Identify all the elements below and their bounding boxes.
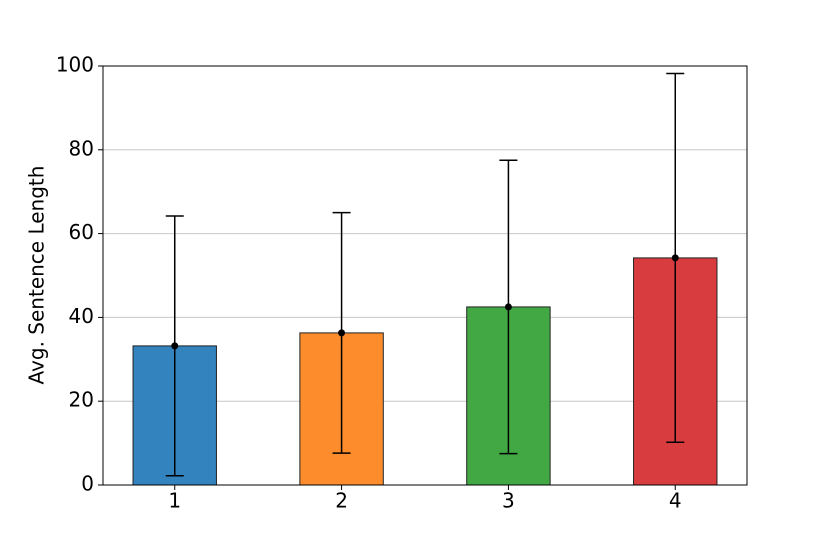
mean-marker (171, 342, 179, 350)
x-tick-label: 3 (502, 489, 515, 513)
mean-marker (338, 329, 346, 337)
x-tick-label: 2 (335, 489, 348, 513)
y-tick-label: 80 (69, 136, 94, 160)
y-tick-label: 40 (69, 304, 94, 328)
y-tick-label: 100 (56, 53, 94, 77)
y-tick-label: 0 (81, 472, 94, 496)
x-tick-label: 1 (168, 489, 181, 513)
plot-frame (102, 65, 748, 486)
mean-marker (504, 303, 512, 311)
y-tick-label: 60 (69, 220, 94, 244)
y-tick-label: 20 (69, 388, 94, 412)
x-tick-label: 4 (669, 489, 682, 513)
y-axis-label: Avg. Sentence Length (25, 166, 49, 385)
mean-marker (671, 254, 679, 262)
